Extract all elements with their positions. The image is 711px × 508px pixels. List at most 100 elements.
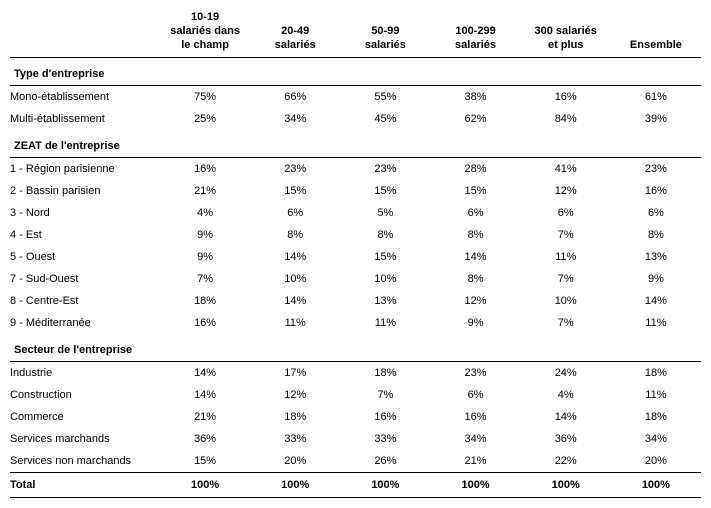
header-blank [10,6,160,58]
cell-value: 21% [160,180,250,202]
cell-value: 14% [611,290,701,312]
row-label: Multi-établissement [10,108,160,130]
col-header: 20-49 salariés [250,6,340,58]
cell-value: 23% [250,158,340,181]
cell-value: 23% [430,362,520,385]
total-label: Total [10,473,160,498]
cell-value: 18% [611,406,701,428]
section-title: Type d'entreprise [10,58,701,86]
cell-value: 7% [521,224,611,246]
row-label: 5 - Ouest [10,246,160,268]
cell-value: 61% [611,86,701,109]
cell-value: 14% [521,406,611,428]
cell-value: 16% [160,312,250,334]
table-row: 5 - Ouest9%14%15%14%11%13% [10,246,701,268]
cell-value: 22% [521,450,611,473]
col-header: Ensemble [611,6,701,58]
cell-value: 15% [160,450,250,473]
cell-value: 39% [611,108,701,130]
cell-value: 16% [521,86,611,109]
cell-value: 5% [340,202,430,224]
table-row: 3 - Nord4%6%5%6%6%6% [10,202,701,224]
cell-value: 45% [340,108,430,130]
cell-value: 15% [250,180,340,202]
table-row: Construction14%12%7%6%4%11% [10,384,701,406]
cell-value: 10% [521,290,611,312]
cell-value: 14% [430,246,520,268]
table-row: 2 - Bassin parisien21%15%15%15%12%16% [10,180,701,202]
col-header: 100-299 salariés [430,6,520,58]
cell-value: 24% [521,362,611,385]
table-row: Services marchands36%33%33%34%36%34% [10,428,701,450]
cell-value: 10% [250,268,340,290]
cell-value: 7% [521,268,611,290]
cell-value: 13% [340,290,430,312]
cell-value: 6% [430,202,520,224]
cell-value: 11% [611,384,701,406]
cell-value: 55% [340,86,430,109]
table-row: 1 - Région parisienne16%23%23%28%41%23% [10,158,701,181]
cell-value: 34% [611,428,701,450]
cell-value: 12% [521,180,611,202]
cell-value: 23% [611,158,701,181]
cell-value: 14% [160,384,250,406]
row-label: 1 - Région parisienne [10,158,160,181]
cell-value: 17% [250,362,340,385]
cell-value: 7% [160,268,250,290]
cell-value: 38% [430,86,520,109]
total-row: Total100%100%100%100%100%100% [10,473,701,498]
total-value: 100% [160,473,250,498]
table-row: 9 - Méditerranée16%11%11%9%7%11% [10,312,701,334]
table-row: 7 - Sud-Ouest7%10%10%8%7%9% [10,268,701,290]
cell-value: 8% [250,224,340,246]
cell-value: 13% [611,246,701,268]
row-label: Commerce [10,406,160,428]
cell-value: 21% [160,406,250,428]
cell-value: 18% [340,362,430,385]
cell-value: 8% [611,224,701,246]
section-title: ZEAT de l'entreprise [10,130,701,158]
table-row: Commerce21%18%16%16%14%18% [10,406,701,428]
cell-value: 4% [521,384,611,406]
total-value: 100% [521,473,611,498]
cell-value: 15% [430,180,520,202]
cell-value: 16% [611,180,701,202]
cell-value: 18% [611,362,701,385]
col-header: 50-99 salariés [340,6,430,58]
data-table: 10-19 salariés dans le champ 20-49 salar… [10,6,701,498]
cell-value: 20% [250,450,340,473]
cell-value: 11% [611,312,701,334]
cell-value: 33% [250,428,340,450]
cell-value: 9% [160,246,250,268]
cell-value: 14% [250,290,340,312]
table-row: Industrie14%17%18%23%24%18% [10,362,701,385]
cell-value: 84% [521,108,611,130]
cell-value: 6% [521,202,611,224]
cell-value: 16% [430,406,520,428]
cell-value: 23% [340,158,430,181]
row-label: 8 - Centre-Est [10,290,160,312]
cell-value: 14% [160,362,250,385]
table-row: Services non marchands15%20%26%21%22%20% [10,450,701,473]
total-value: 100% [250,473,340,498]
cell-value: 11% [340,312,430,334]
table-row: 8 - Centre-Est18%14%13%12%10%14% [10,290,701,312]
row-label: Mono-établissement [10,86,160,109]
cell-value: 14% [250,246,340,268]
cell-value: 16% [160,158,250,181]
cell-value: 8% [430,224,520,246]
cell-value: 6% [611,202,701,224]
row-label: 3 - Nord [10,202,160,224]
row-label: Industrie [10,362,160,385]
table-header: 10-19 salariés dans le champ 20-49 salar… [10,6,701,58]
cell-value: 9% [160,224,250,246]
row-label: Services marchands [10,428,160,450]
cell-value: 25% [160,108,250,130]
cell-value: 18% [250,406,340,428]
cell-value: 9% [430,312,520,334]
cell-value: 4% [160,202,250,224]
cell-value: 20% [611,450,701,473]
cell-value: 34% [250,108,340,130]
table-row: Mono-établissement75%66%55%38%16%61% [10,86,701,109]
table-row: 4 - Est9%8%8%8%7%8% [10,224,701,246]
